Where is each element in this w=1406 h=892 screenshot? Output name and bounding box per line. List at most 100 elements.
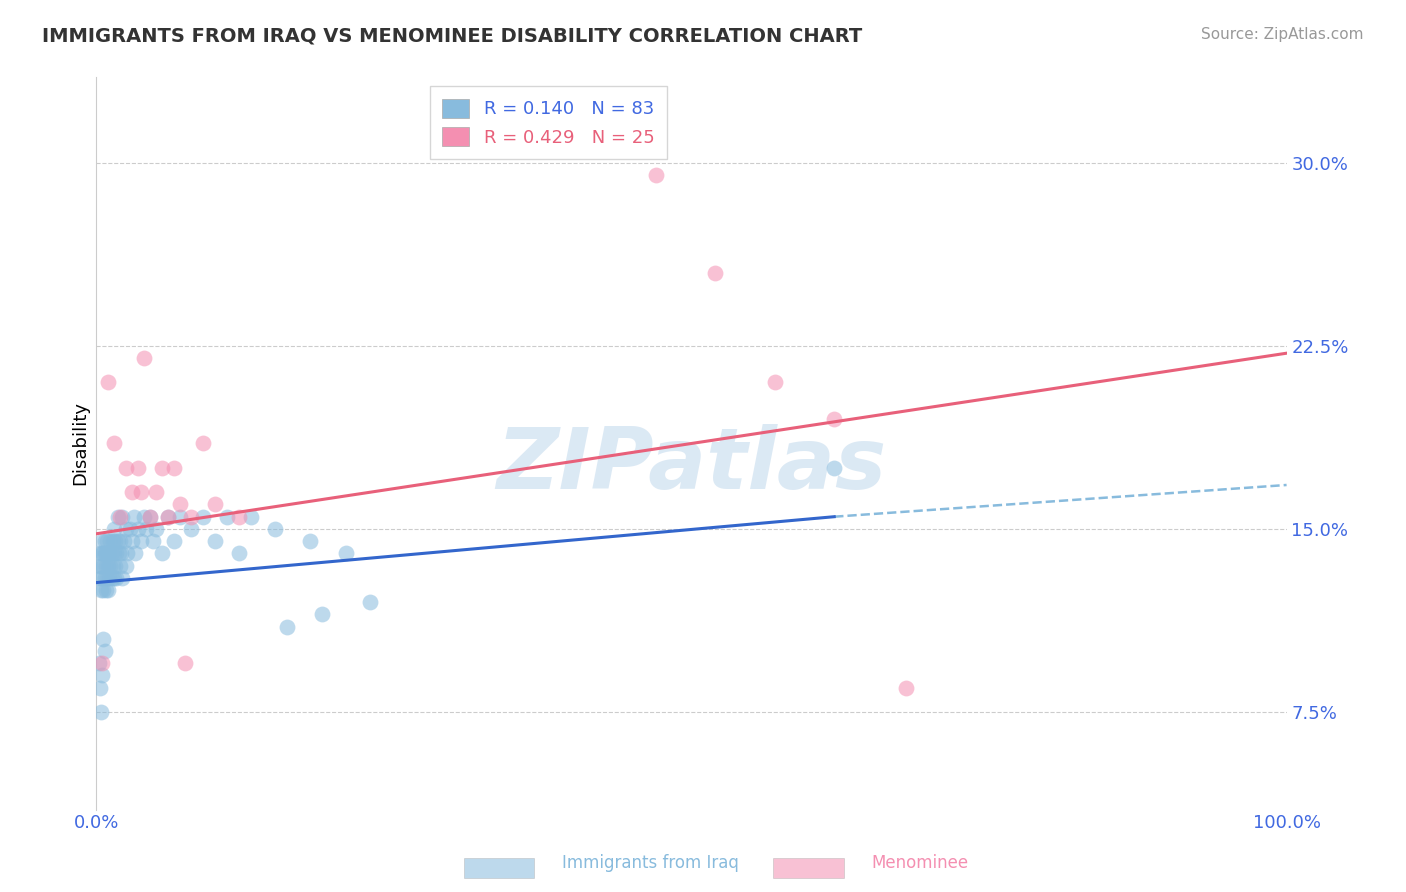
- Point: [132, 351, 155, 365]
- Point: [115, 522, 138, 536]
- Point: [311, 607, 333, 622]
- Point: [90, 582, 112, 597]
- Text: Menominee: Menominee: [872, 855, 969, 872]
- Point: [145, 485, 167, 500]
- Point: [100, 558, 122, 573]
- Point: [97, 558, 120, 573]
- Point: [139, 509, 162, 524]
- Point: [131, 485, 153, 500]
- Point: [132, 509, 155, 524]
- Point: [704, 266, 727, 280]
- Point: [91, 534, 114, 549]
- Point: [94, 582, 117, 597]
- Point: [644, 168, 666, 182]
- Point: [162, 461, 184, 475]
- Point: [93, 644, 115, 658]
- Point: [204, 498, 226, 512]
- Point: [101, 534, 124, 549]
- Point: [359, 595, 381, 609]
- Point: [263, 522, 285, 536]
- Point: [180, 522, 202, 536]
- Point: [121, 485, 143, 500]
- Point: [174, 656, 197, 670]
- Point: [115, 558, 138, 573]
- Point: [89, 546, 111, 560]
- Point: [104, 534, 127, 549]
- Point: [193, 436, 215, 450]
- Point: [93, 534, 115, 549]
- Point: [100, 571, 122, 585]
- Point: [89, 681, 111, 695]
- Point: [150, 546, 173, 560]
- Point: [150, 461, 173, 475]
- Point: [107, 509, 129, 524]
- Point: [91, 558, 114, 573]
- Point: [180, 509, 202, 524]
- Point: [156, 509, 179, 524]
- Point: [228, 546, 250, 560]
- Text: IMMIGRANTS FROM IRAQ VS MENOMINEE DISABILITY CORRELATION CHART: IMMIGRANTS FROM IRAQ VS MENOMINEE DISABI…: [42, 27, 862, 45]
- Point: [131, 534, 153, 549]
- Point: [91, 546, 114, 560]
- Point: [124, 509, 146, 524]
- Point: [139, 509, 162, 524]
- Point: [90, 705, 112, 719]
- Point: [90, 558, 112, 573]
- Point: [239, 509, 262, 524]
- Point: [127, 461, 149, 475]
- Point: [104, 558, 127, 573]
- Point: [100, 546, 122, 560]
- Point: [204, 534, 226, 549]
- Point: [115, 461, 138, 475]
- Point: [217, 509, 239, 524]
- Point: [108, 558, 131, 573]
- Point: [142, 534, 165, 549]
- Text: ZIPatlas: ZIPatlas: [496, 424, 887, 507]
- Point: [96, 571, 118, 585]
- Point: [101, 558, 124, 573]
- Point: [91, 656, 114, 670]
- Point: [103, 436, 125, 450]
- Point: [823, 461, 845, 475]
- Point: [93, 571, 115, 585]
- Point: [91, 668, 114, 682]
- Point: [89, 571, 111, 585]
- Point: [335, 546, 357, 560]
- Point: [127, 522, 149, 536]
- Point: [169, 498, 191, 512]
- Point: [93, 546, 115, 560]
- Point: [145, 522, 167, 536]
- Point: [110, 546, 132, 560]
- Point: [97, 376, 120, 390]
- Point: [228, 509, 250, 524]
- Point: [135, 522, 157, 536]
- Point: [276, 619, 298, 633]
- Point: [107, 534, 129, 549]
- Point: [98, 571, 121, 585]
- Point: [124, 546, 146, 560]
- Point: [118, 522, 141, 536]
- Point: [121, 534, 143, 549]
- Text: Immigrants from Iraq: Immigrants from Iraq: [562, 855, 740, 872]
- Point: [100, 534, 122, 549]
- Point: [156, 509, 179, 524]
- Point: [97, 546, 120, 560]
- Point: [94, 558, 117, 573]
- Point: [894, 681, 917, 695]
- Point: [162, 534, 184, 549]
- Point: [103, 522, 125, 536]
- Point: [823, 412, 845, 426]
- Point: [193, 509, 215, 524]
- Point: [299, 534, 322, 549]
- Point: [91, 582, 114, 597]
- Text: Source: ZipAtlas.com: Source: ZipAtlas.com: [1201, 27, 1364, 42]
- Point: [115, 546, 138, 560]
- Point: [87, 558, 110, 573]
- Point: [94, 546, 117, 560]
- Point: [111, 571, 134, 585]
- Point: [108, 509, 131, 524]
- Point: [91, 632, 114, 646]
- Point: [91, 546, 114, 560]
- Point: [108, 534, 131, 549]
- Point: [111, 509, 134, 524]
